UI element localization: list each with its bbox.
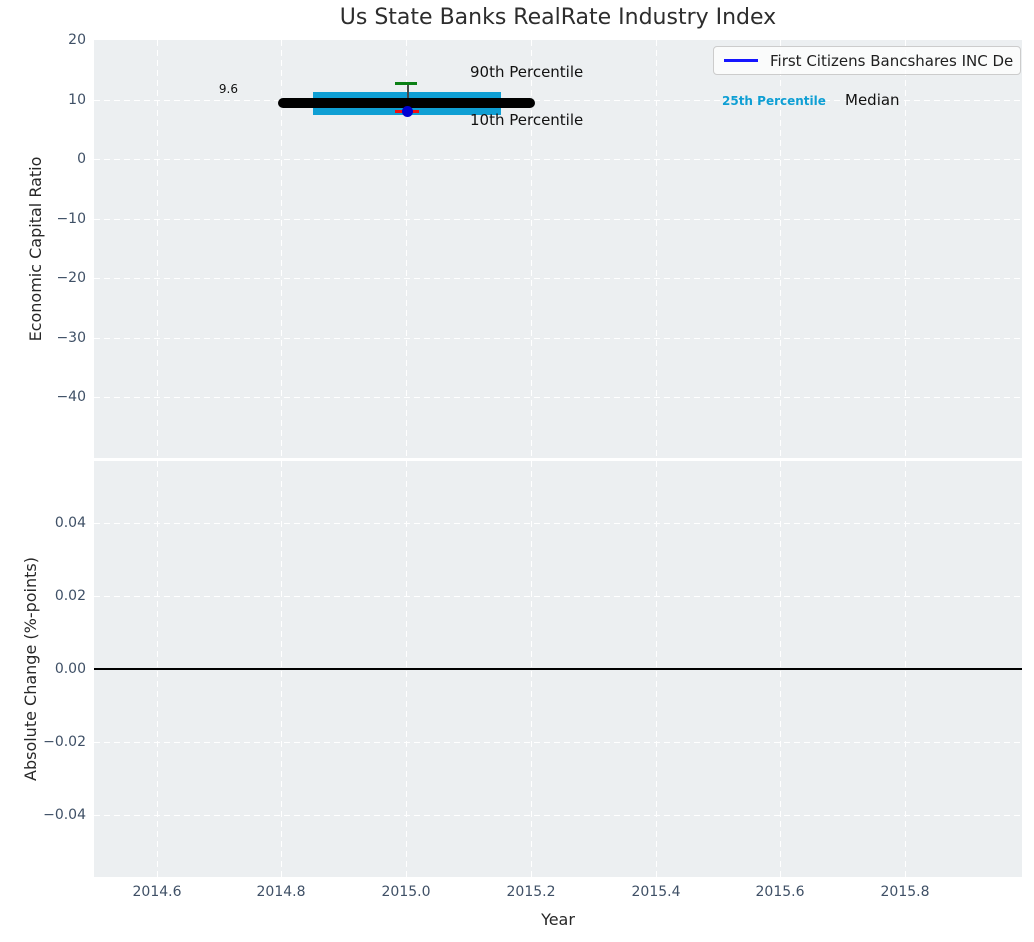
y-tick-label: 0.04 [54,515,86,531]
x-tick-label: 2014.8 [256,884,306,900]
y-axis-label-top: Economic Capital Ratio [26,156,45,342]
x-tick-label: 2014.6 [132,884,182,900]
gridline [94,742,1022,743]
gridline [94,596,1022,597]
zero-change-line [94,668,1022,670]
gridline [780,40,781,458]
top-plot-area: 9.6 90th Percentile 10th Percentile 25th… [94,40,1022,458]
annotation-25th-percentile: 25th Percentile [722,94,826,108]
x-axis-label: Year [541,910,575,929]
gridline [94,99,1022,101]
y-tick-label: −40 [56,389,86,405]
gridline [905,40,906,458]
y-tick-label: −30 [56,329,86,346]
y-tick-label: −10 [56,210,86,227]
x-tick-label: 2015.6 [755,884,805,900]
gridline [94,815,1022,816]
annotation-median-value: 9.6 [218,82,238,96]
y-tick-label: 10 [68,91,86,108]
y-tick-label: 20 [68,32,86,48]
gridline [406,40,407,458]
gridline [94,159,1022,160]
gridline [94,218,1022,220]
legend-label: First Citizens Bancshares INC De [770,51,1014,70]
x-tick-label: 2015.2 [506,884,556,900]
y-tick-label: −0.04 [43,807,86,823]
y-axis-label-bottom: Absolute Change (%-points) [21,557,40,781]
median-line [278,98,535,108]
y-tick-label: 0.00 [54,661,86,677]
y-tick-label: 0 [77,151,86,167]
annotation-median: Median [845,91,900,109]
x-tick-label: 2015.0 [381,884,431,900]
gridline [94,397,1022,398]
gridline [157,40,158,458]
y-tick-label: −0.02 [43,734,86,750]
gridline [281,40,282,458]
legend: First Citizens Bancshares INC De [713,46,1021,75]
gridline [531,40,532,458]
gridline [94,278,1022,279]
x-tick-label: 2015.8 [880,884,930,900]
y-tick-label: 0.02 [54,588,86,604]
x-tick-label: 2015.4 [631,884,681,900]
gridline [94,523,1022,524]
y-tick-label: −20 [56,270,86,286]
gridline [656,40,657,458]
gridline [94,337,1022,339]
bottom-plot-area [94,461,1022,877]
company-marker [402,106,413,117]
annotation-10th-percentile: 10th Percentile [470,111,584,129]
annotation-90th-percentile: 90th Percentile [470,63,584,81]
chart-title: Us State Banks RealRate Industry Index [339,5,777,30]
p90-whisker-cap [395,82,417,85]
legend-line-icon [724,59,758,62]
